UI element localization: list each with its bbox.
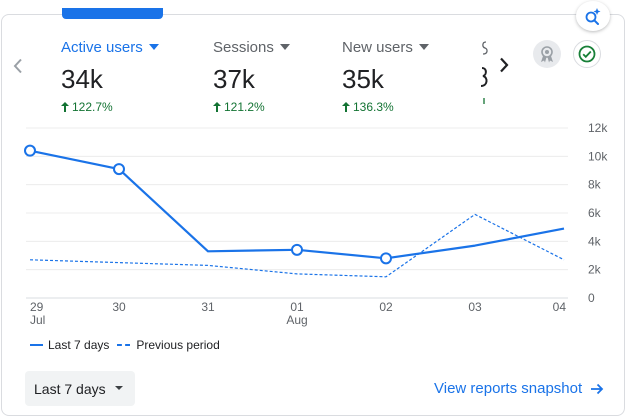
data-point[interactable] (113, 163, 125, 176)
x-tick-month-label: Aug (286, 313, 307, 327)
x-tick-label: 29 (30, 300, 44, 314)
legend-solid-swatch (30, 344, 43, 346)
y-tick-label: 2k (588, 263, 602, 277)
scroll-right-button[interactable] (490, 50, 518, 80)
data-point[interactable] (291, 243, 303, 256)
legend-label: Previous period (136, 338, 220, 352)
arrow-forward-icon (591, 383, 604, 394)
date-range-label: Last 7 days (34, 380, 106, 397)
metric-tab-sessions[interactable]: Sessions 37k 121.2% (213, 38, 290, 114)
series-line-previous-period (29, 213, 565, 278)
view-reports-snapshot-link[interactable]: View reports snapshot (434, 380, 604, 397)
arrow-upward-icon (213, 102, 221, 112)
data-point[interactable] (24, 144, 36, 157)
y-tick-label: 8k (588, 178, 602, 192)
metric-tab-partial[interactable] (480, 38, 488, 108)
data-point[interactable] (380, 252, 392, 265)
chart-legend: Last 7 days Previous period (30, 338, 228, 352)
date-range-dropdown[interactable]: Last 7 days (25, 371, 135, 406)
scroll-left-button[interactable] (6, 52, 30, 80)
active-metric-indicator (62, 8, 163, 19)
caret-down-icon (418, 44, 429, 50)
legend-dashed-swatch (117, 344, 131, 346)
caret-down-icon (115, 386, 123, 390)
series-line-last-7-days (29, 149, 565, 260)
metric-value: 37k (213, 64, 255, 94)
chevron-right-icon (500, 57, 509, 73)
legend-label: Last 7 days (48, 338, 110, 352)
legend-item-previous-period: Previous period (117, 338, 220, 352)
metric-tab-active-users[interactable]: Active users 34k 122.7% (61, 38, 159, 114)
chevron-left-icon (13, 58, 22, 74)
insights-sparkle-search-icon (585, 8, 601, 25)
x-tick-label: 02 (379, 300, 393, 314)
metric-change: 122.7% (61, 100, 159, 114)
y-tick-label: 4k (588, 234, 602, 248)
y-tick-label: 12k (588, 121, 608, 135)
legend-item-last-7-days: Last 7 days (30, 338, 109, 352)
metric-label: Sessions (213, 38, 290, 56)
metric-value: 35k (342, 64, 384, 94)
award-badge-icon (541, 46, 553, 63)
arrow-upward-icon (342, 102, 350, 112)
metric-change: 136.3% (342, 100, 429, 114)
caret-down-icon (148, 44, 159, 50)
x-tick-label: 04 (553, 300, 567, 314)
insights-button[interactable] (576, 1, 610, 31)
x-tick-month-label: Jul (30, 313, 45, 327)
y-tick-label: 6k (588, 206, 602, 220)
x-tick-label: 31 (201, 300, 215, 314)
metric-value: 34k (61, 64, 103, 94)
metric-label: New users (342, 38, 429, 56)
check-circle-icon (578, 45, 596, 63)
y-tick-label: 10k (588, 149, 608, 163)
summary-card (1, 14, 625, 416)
metric-change: 121.2% (213, 100, 290, 114)
partial-metric-glyphs (480, 41, 488, 104)
x-tick-label: 30 (112, 300, 126, 314)
caret-down-icon (279, 44, 290, 50)
arrow-upward-icon (61, 102, 69, 112)
award-badge[interactable] (533, 40, 561, 68)
metric-label: Active users (61, 38, 159, 56)
snapshot-link-label: View reports snapshot (434, 380, 583, 397)
metric-tab-new-users[interactable]: New users 35k 136.3% (342, 38, 429, 114)
x-tick-label: 01 (290, 300, 304, 314)
y-tick-label: 0 (588, 291, 595, 305)
status-badge[interactable] (573, 40, 601, 68)
x-tick-label: 03 (468, 300, 482, 314)
